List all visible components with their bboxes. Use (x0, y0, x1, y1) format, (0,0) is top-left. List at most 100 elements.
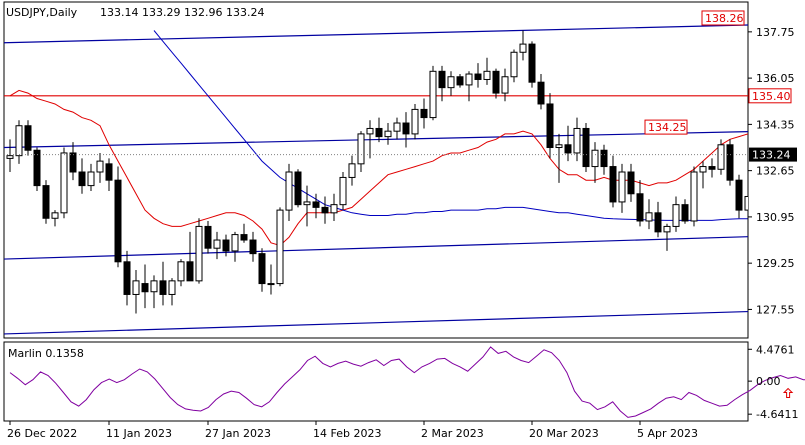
candle (726, 139, 734, 186)
date-tick-label: 11 Jan 2023 (106, 427, 172, 440)
marlin-line (9, 346, 805, 418)
candle-body (744, 195, 748, 211)
candle-body (87, 171, 95, 187)
price-tick-label: 132.65 (756, 165, 795, 178)
candle (573, 117, 581, 162)
candle-body (42, 185, 50, 219)
candle-body (249, 239, 257, 255)
candle-body (186, 261, 194, 282)
candle (546, 93, 554, 159)
candle-body (582, 127, 590, 168)
candle-body (204, 225, 212, 249)
candle-body (456, 76, 464, 86)
candle (492, 68, 500, 99)
candle (591, 142, 599, 183)
candle-body (411, 108, 419, 135)
candle-body (519, 43, 527, 53)
candle (375, 117, 383, 143)
candle (105, 158, 113, 192)
candle (15, 120, 23, 164)
candle-body (105, 163, 113, 181)
candle-body (726, 144, 734, 181)
date-tick-label: 20 Mar 2023 (529, 427, 599, 440)
candle-body (754, 196, 760, 207)
candle-body (168, 280, 176, 295)
candle-body (555, 144, 563, 149)
candle (51, 210, 59, 227)
candle (285, 163, 293, 221)
candle-body (483, 70, 491, 80)
candle-body (51, 212, 59, 219)
candle (294, 169, 302, 208)
candle (582, 123, 590, 172)
candle-body (150, 280, 158, 293)
candle (276, 207, 284, 287)
indicator-tick-label: -4.6411 (756, 408, 798, 421)
candle (465, 71, 473, 102)
axes: 137.75 136.05 134.35 132.65 130.95 129.25 127.… (7, 26, 798, 440)
candle (393, 117, 401, 140)
up-arrow-icon (782, 387, 794, 399)
candle (681, 199, 689, 224)
candle (69, 142, 77, 181)
candle-body (6, 155, 14, 159)
candle (717, 139, 725, 175)
candle (384, 123, 392, 145)
candle-body (402, 122, 410, 135)
candle (312, 193, 320, 219)
main-panel-frame (3, 1, 749, 339)
candle-body (654, 212, 662, 233)
candle (763, 172, 769, 213)
candle-body (618, 171, 626, 203)
price-tick-label: 137.75 (756, 26, 795, 39)
candle (114, 166, 122, 268)
candle (519, 30, 527, 61)
candle-body (258, 253, 266, 285)
price-tick-label: 127.55 (756, 303, 795, 316)
candle-body (447, 76, 455, 89)
candle-body (681, 204, 689, 222)
date-tick-label: 26 Dec 2022 (7, 427, 77, 440)
price-marker-box (644, 119, 688, 135)
price-marker-box (701, 10, 745, 26)
candle-body (78, 171, 86, 187)
moving-averages (9, 30, 748, 247)
candle (564, 125, 572, 162)
candle-body (276, 209, 284, 285)
candle (618, 163, 626, 213)
candle-body (222, 239, 230, 252)
current-price-box (749, 147, 797, 162)
candle-body (114, 179, 122, 263)
candle (456, 74, 464, 88)
candle (321, 196, 329, 224)
trendline-channel-lower (4, 236, 748, 260)
candle-body (24, 125, 32, 151)
candle-body (159, 280, 167, 295)
candle (447, 71, 455, 96)
moving-average-ma-blue (153, 30, 748, 221)
candle-body (735, 179, 743, 211)
candle (186, 231, 194, 282)
trendline-channel-bottom (4, 310, 748, 335)
candle (267, 264, 275, 295)
candle-body (609, 166, 617, 203)
candle-body (321, 206, 329, 214)
candlesticks (6, 30, 769, 314)
candle-body (375, 127, 383, 138)
candle-body (763, 180, 769, 207)
candle-body (303, 201, 311, 206)
candle (483, 57, 491, 85)
candle-body (537, 81, 545, 105)
candle (366, 120, 374, 159)
candle-body (69, 152, 77, 173)
candle-body (438, 70, 446, 89)
candle (195, 218, 203, 284)
candle-body (645, 212, 653, 222)
candle-body (33, 149, 41, 187)
current-price-label: 133.24 (752, 149, 791, 162)
moving-average-ma-red (9, 89, 748, 247)
candle (663, 223, 671, 251)
candle (96, 152, 104, 183)
candle (555, 133, 563, 183)
marlin-indicator (9, 346, 805, 418)
